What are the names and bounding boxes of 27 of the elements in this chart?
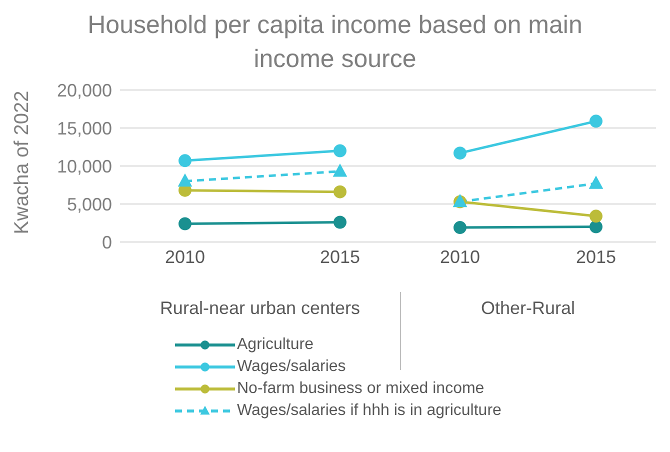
point (590, 114, 602, 128)
y-tick-label: 15,000 (56, 118, 112, 138)
x-tick-label: 2015 (320, 246, 360, 267)
point (334, 216, 346, 229)
y-tick-label: 20,000 (56, 80, 112, 100)
y-axis-title: Kwacha of 2022 (12, 90, 34, 234)
chart-title: Household per capita income based on main income source (86, 10, 584, 75)
point (590, 220, 602, 234)
x-axis-title: Other-Rural (480, 298, 576, 318)
x-tick-label: 2015 (576, 246, 616, 267)
legend-label: Wages/salaries if hhh is in agriculture (237, 402, 502, 420)
x-tick-label: 2010 (164, 246, 206, 267)
point (590, 210, 602, 223)
y-tick-label: 10,000 (56, 156, 112, 176)
point (178, 154, 192, 168)
point (178, 217, 192, 230)
y-tick-label: 0 (102, 232, 112, 252)
point (334, 185, 346, 198)
x-axis-title: Rural-near urban centers (160, 298, 360, 318)
legend-label: Agriculture (237, 336, 314, 354)
point (454, 146, 466, 160)
legend-label: No-farm business or mixed income (237, 380, 484, 398)
legend-label: Wages/salaries (237, 358, 346, 376)
point (334, 144, 346, 158)
x-tick-label: 2010 (440, 246, 480, 267)
y-tick-label: 5,000 (66, 194, 112, 214)
point (454, 221, 466, 234)
